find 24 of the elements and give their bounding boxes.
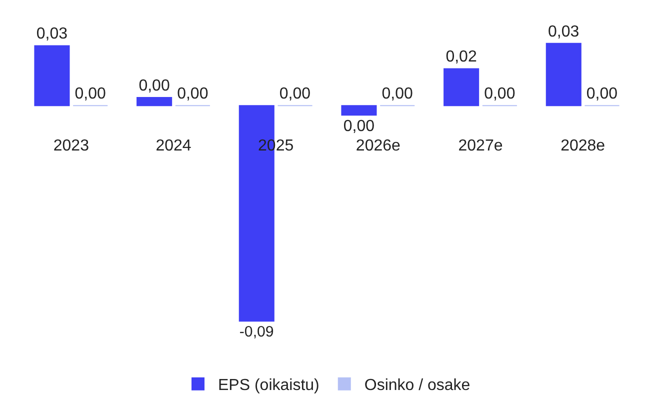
bar [341,105,377,116]
data-label: 0,00 [279,86,311,103]
bar [444,68,480,106]
data-label: 0,00 [177,86,208,103]
data-label: 0,00 [343,118,375,136]
x-tick-label: 2026e [356,138,401,155]
x-tick-label: 2023 [53,138,90,155]
data-label: -0,09 [239,323,274,340]
x-tick-label: 2027e [458,138,503,155]
x-tick-label: 2024 [156,138,192,155]
bar [136,96,172,106]
bar [546,42,582,106]
bar [34,45,70,106]
data-label: 0,00 [382,86,413,103]
data-label: 0,00 [484,86,516,103]
data-label: 0,03 [36,26,68,43]
data-label: 0,02 [446,48,477,66]
data-label: 0,00 [586,86,618,103]
data-label: 0,03 [548,23,580,40]
x-tick-label: 2028e [560,138,606,155]
data-label: 0,00 [138,77,170,94]
legend-label: Osinko / osake [364,377,470,394]
data-label: 0,00 [74,86,106,103]
legend-label: EPS (oikaistu) [218,377,320,394]
